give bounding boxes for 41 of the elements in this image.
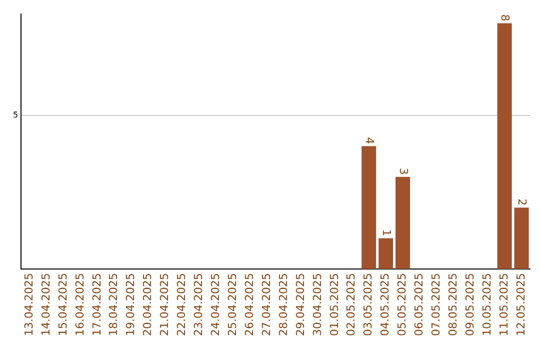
x-tick-label: 11.05.2025 [497, 273, 510, 336]
x-tick-label: 26.04.2025 [242, 273, 256, 336]
x-tick-label: 21.04.2025 [158, 273, 172, 336]
data-label: 8 [498, 14, 512, 22]
x-tick-label: 28.04.2025 [276, 273, 290, 336]
x-tick-label: 27.04.2025 [260, 273, 273, 336]
x-tick-label: 25.04.2025 [226, 273, 239, 336]
x-tick-label: 07.05.2025 [430, 273, 443, 336]
x-tick-label: 12.05.2025 [514, 273, 528, 336]
x-tick-label: 09.05.2025 [463, 273, 476, 336]
x-tick-label: 24.04.2025 [209, 273, 222, 336]
x-tick-label: 08.05.2025 [446, 273, 460, 336]
x-tick-label: 03.05.2025 [362, 273, 375, 336]
data-label: 1 [380, 229, 393, 236]
x-tick-label: 20.04.2025 [141, 273, 154, 336]
x-tick-label: 18.04.2025 [107, 273, 120, 336]
x-tick-label: 15.04.2025 [56, 273, 70, 336]
x-tick-label: 06.05.2025 [412, 273, 426, 336]
x-tick-label: 05.05.2025 [396, 273, 409, 336]
x-tick-label: 16.04.2025 [73, 273, 86, 336]
x-tick-label: 29.04.2025 [294, 273, 307, 336]
bar [362, 146, 376, 270]
bar [497, 23, 512, 270]
x-tick-label: 17.04.2025 [90, 273, 104, 336]
bar [378, 238, 394, 270]
data-label: 2 [516, 198, 529, 206]
x-tick-label: 19.04.2025 [124, 273, 138, 336]
x-tick-label: 22.04.2025 [175, 273, 188, 336]
data-label: 4 [362, 137, 376, 144]
y-tick-label: 5 [12, 110, 18, 120]
x-tick-label: 13.04.2025 [22, 273, 36, 336]
x-tick-label: 23.04.2025 [192, 273, 206, 336]
x-tick-label: 14.04.2025 [39, 273, 52, 336]
bar [396, 176, 410, 270]
data-label: 3 [396, 168, 410, 175]
x-tick-label: 10.05.2025 [480, 273, 494, 336]
bar [514, 208, 529, 270]
x-tick-label: 01.05.2025 [328, 273, 341, 336]
x-tick-label: 30.04.2025 [310, 273, 324, 336]
x-tick-label: 04.05.2025 [378, 273, 392, 336]
x-tick-label: 02.05.2025 [344, 273, 358, 336]
